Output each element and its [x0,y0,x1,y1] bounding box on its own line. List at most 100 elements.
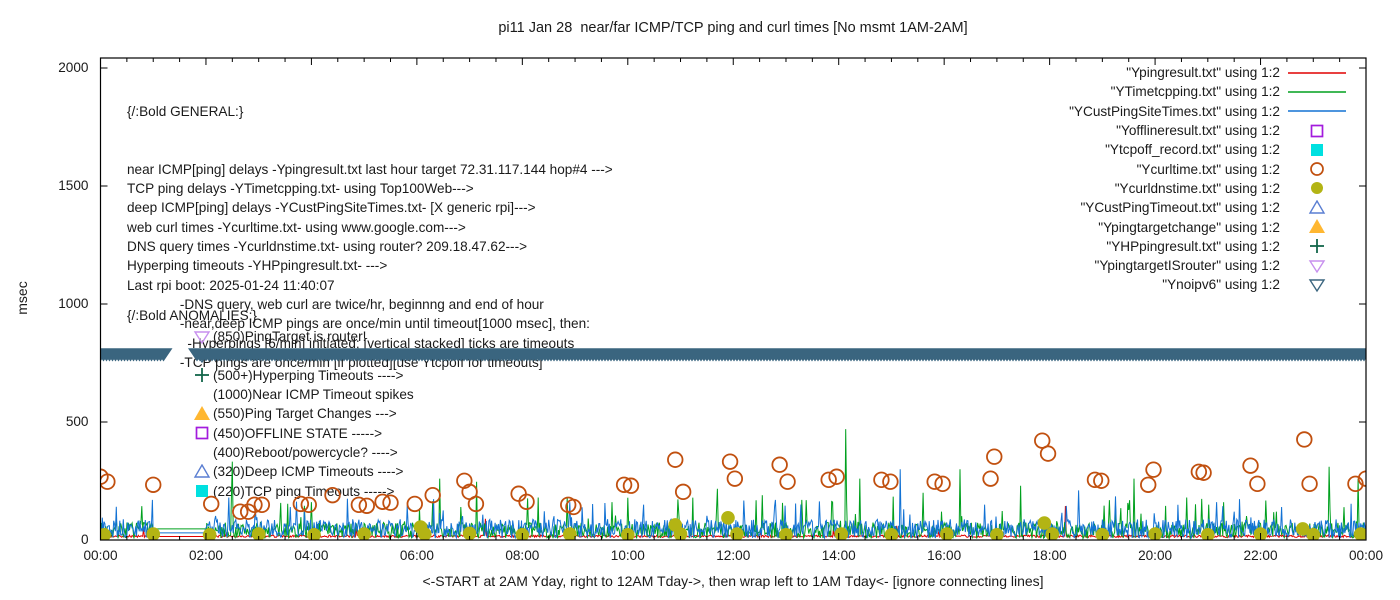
curl-time-point [779,473,796,490]
curl-time-point [820,471,837,489]
curl-time-point [100,468,109,485]
legend: "Ypingresult.txt" using 1:2 "YTimetcpping… [900,63,1370,295]
anomaly-label: (450)OFFLINE STATE -----> [213,425,383,441]
curl-time-point [560,496,577,514]
dns-time-point [1095,528,1110,540]
anomaly-label: (500+)Hyperping Timeouts ----> [213,367,404,383]
dns-time-point [1253,527,1268,540]
anomalies-heading: {/:Bold ANOMALIES:} [127,308,257,323]
curl-time-point [1145,461,1162,478]
legend-entry-2: "YTimetcpping.txt" using 1:2 [900,82,1370,101]
dns-time-point [834,527,849,540]
y-tick-label: 1000 [58,296,89,311]
curl-time-point [882,473,899,490]
dns-time-point [668,518,683,532]
circle-filled-icon [1311,182,1323,195]
curl-time-point [239,503,257,520]
legend-entry-label: "Ycurltime.txt" using 1:2 [1136,161,1280,177]
triangle-down-open-icon [1308,259,1326,273]
curl-time-point [934,475,951,493]
curl-time-point [615,476,633,493]
x-tick-label: 00:00 [83,548,118,563]
anomaly-row-9: (220)TCP ping Timeouts -----> [193,481,414,500]
legend-line-sample [1288,91,1346,93]
legend-entry-1: "Ypingresult.txt" using 1:2 [900,63,1370,82]
general-line: web curl times -Ycurltime.txt- using www… [127,219,466,235]
general-line: near ICMP[ping] delays -Ypingresult.txt … [127,161,613,177]
curl-time-point [667,451,684,468]
x-tick-label: 22:00 [1243,548,1278,563]
legend-entry-12: "Ynoipv6" using 1:2 [900,275,1370,294]
dns-time-point [307,528,321,540]
legend-entry-label: "Yofflineresult.txt" using 1:2 [1116,123,1280,139]
triangle-open-icon [193,463,211,478]
curl-time-point [100,473,116,490]
dns-time-point [417,527,432,540]
curl-time-point [456,472,473,489]
curl-time-point [721,453,739,470]
y-tick-label: 2000 [58,60,89,75]
anomaly-row-5: (550)Ping Target Changes ---> [193,404,414,423]
dns-time-point [562,527,577,540]
dns-time-point [251,527,266,540]
curl-time-point [145,476,162,493]
dns-time-point [100,528,111,540]
general-line: Last rpi boot: 2025-01-24 11:40:07 [127,277,335,293]
legend-entry-9: "Ypingtargetchange" using 1:2 [900,217,1370,236]
x-tick-label: 16:00 [927,548,962,563]
curl-time-point [622,477,640,494]
dns-time-point [413,520,428,534]
curl-time-point [1086,471,1104,489]
legend-entry-label: "YpingtargetISrouter" using 1:2 [1094,258,1280,274]
general-line: deep ICMP[ping] delays -YCustPingSiteTim… [127,200,536,216]
general-line: Hyperping timeouts -YHPpingresult.txt- -… [127,258,388,274]
curl-time-point [1357,470,1366,487]
curl-time-point [518,493,535,510]
curl-time-point [771,456,788,473]
general-heading: {/:Bold GENERAL:} [127,103,244,119]
square-filled-icon [1311,143,1323,156]
curl-time-point [232,503,249,520]
curl-time-point [828,468,845,485]
legend-entry-3: "YCustPingSiteTimes.txt" using 1:2 [900,102,1370,121]
series-line [100,505,1366,539]
x-tick-label: 20:00 [1138,548,1173,563]
legend-entry-label: "YTimetcpping.txt" using 1:2 [1110,84,1280,100]
anomaly-row-1: (850)PingTarget is router! [193,327,414,346]
curl-time-point [467,495,485,513]
legend-entry-label: "Ypingtargetchange" using 1:2 [1098,219,1280,235]
curl-time-point [461,483,478,501]
curl-time-point [1140,476,1157,493]
curl-time-point [1249,475,1266,493]
curl-time-point [1195,464,1212,481]
curl-time-point [986,448,1003,465]
x-tick-label: 18:00 [1032,548,1067,563]
anomaly-label: (320)Deep ICMP Timeouts ----> [213,464,404,480]
legend-entry-4: "Yofflineresult.txt" using 1:2 [900,121,1370,140]
x-tick-label: 06:00 [399,548,434,563]
anomaly-row-2: (785)No v6 fallback --> [193,346,414,365]
square-open-icon [195,426,209,440]
curl-time-point [873,471,890,489]
dns-time-point [515,528,530,540]
square-filled-icon [196,485,208,498]
dns-time-point [730,527,744,540]
general-line: DNS query times -Ycurldnstime.txt- using… [127,239,528,255]
curl-time-point [1242,457,1259,474]
dns-time-point [990,528,1004,540]
dns-time-point [779,528,793,540]
curl-time-point [1034,432,1051,449]
legend-entry-5: "Ytcpoff_record.txt" using 1:2 [900,140,1370,159]
legend-entry-7: "Ycurldnstime.txt" using 1:2 [900,179,1370,198]
anomalies-block: (850)PingTarget is router! (785)No v6 fal… [193,327,414,501]
curl-time-point [424,486,441,504]
plus-icon [195,368,209,383]
dns-time-point [721,511,735,525]
curl-time-point [726,470,744,487]
triangle-down-open-icon [1308,279,1326,293]
anomaly-label: (850)PingTarget is router! [213,329,367,345]
x-tick-label: 10:00 [610,548,645,563]
anomaly-row-8: (320)Deep ICMP Timeouts ----> [193,462,414,481]
dns-time-point [1148,527,1162,540]
legend-entry-label: "Ytcpoff_record.txt" using 1:2 [1105,142,1280,158]
